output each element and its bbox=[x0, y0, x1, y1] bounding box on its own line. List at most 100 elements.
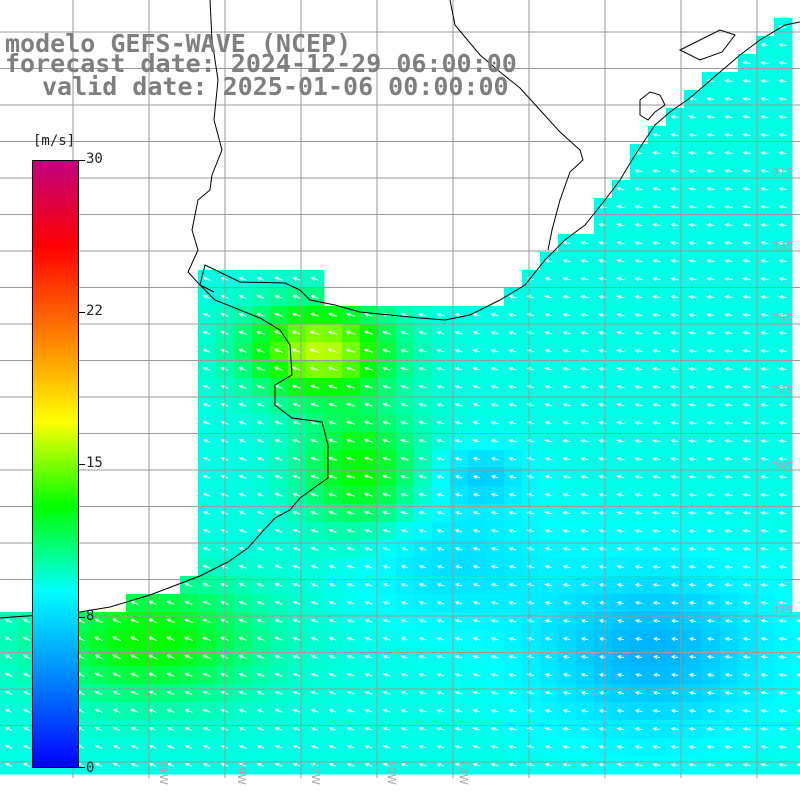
wind-arrow bbox=[346, 492, 356, 497]
wind-arrow bbox=[670, 564, 679, 569]
wind-arrow bbox=[508, 294, 517, 299]
wind-arrow bbox=[544, 348, 553, 353]
wind-arrow bbox=[130, 726, 139, 731]
wind-arrow bbox=[418, 420, 427, 425]
wind-arrow bbox=[670, 420, 679, 425]
wind-arrow bbox=[670, 258, 679, 263]
wind-arrow bbox=[616, 258, 625, 263]
wind-arrow bbox=[292, 672, 301, 677]
wind-arrow bbox=[706, 636, 715, 641]
wind-arrow bbox=[742, 150, 751, 155]
wind-arrow bbox=[490, 384, 499, 389]
wind-arrow bbox=[580, 456, 589, 461]
wind-arrow bbox=[382, 654, 391, 659]
wind-arrow bbox=[400, 636, 409, 641]
wind-arrow bbox=[616, 402, 625, 407]
wind-arrow bbox=[22, 654, 31, 660]
wind-arrow bbox=[364, 654, 373, 659]
wind-arrow bbox=[130, 654, 139, 660]
wind-arrow bbox=[634, 492, 643, 497]
wind-arrow bbox=[616, 330, 625, 335]
wind-arrow bbox=[472, 456, 481, 461]
wind-arrow bbox=[671, 672, 679, 678]
wind-arrow bbox=[742, 222, 751, 227]
wind-arrow bbox=[238, 474, 247, 479]
wind-arrow bbox=[436, 654, 445, 659]
wind-arrow bbox=[508, 546, 517, 551]
wind-arrow bbox=[760, 672, 769, 677]
wind-arrow bbox=[688, 690, 697, 695]
wind-arrow bbox=[778, 258, 787, 263]
wind-arrow bbox=[454, 546, 463, 551]
wind-arrow bbox=[346, 582, 355, 587]
wind-arrow bbox=[202, 762, 211, 767]
wind-arrow bbox=[166, 654, 175, 660]
wind-arrow bbox=[94, 690, 103, 696]
wind-arrow bbox=[364, 600, 373, 605]
wind-arrow bbox=[760, 582, 769, 587]
wind-arrow bbox=[454, 366, 463, 371]
wind-arrow bbox=[436, 546, 445, 551]
wind-arrow bbox=[706, 330, 715, 335]
wind-arrow bbox=[310, 744, 319, 749]
wind-arrow bbox=[544, 618, 553, 623]
wind-arrow bbox=[616, 600, 625, 605]
colorbar-tick-8: 8 bbox=[86, 608, 95, 624]
wind-arrow bbox=[238, 762, 247, 767]
wind-arrow bbox=[706, 240, 715, 245]
wind-arrow bbox=[328, 672, 337, 677]
wind-arrow bbox=[760, 60, 769, 65]
wind-arrow bbox=[472, 438, 481, 443]
forecast-date: forecast date: 2024-12-29 06:00:00 bbox=[5, 49, 517, 78]
wind-arrow bbox=[328, 618, 337, 623]
wind-arrow bbox=[724, 384, 733, 389]
wind-arrow bbox=[310, 474, 319, 479]
wind-arrow bbox=[508, 762, 517, 767]
wind-arrow bbox=[345, 330, 356, 335]
wind-arrow bbox=[778, 96, 787, 101]
wind-arrow bbox=[418, 708, 427, 713]
wind-arrow bbox=[670, 546, 679, 551]
wind-arrow bbox=[778, 690, 787, 695]
wind-arrow bbox=[616, 222, 625, 227]
wind-arrow bbox=[580, 744, 589, 749]
wind-arrow bbox=[580, 420, 589, 425]
wind-arrow bbox=[634, 330, 643, 335]
wind-arrow bbox=[238, 564, 247, 569]
wind-arrow bbox=[508, 582, 517, 587]
wind-arrow bbox=[382, 348, 391, 353]
wind-arrow bbox=[724, 510, 733, 515]
wind-arrow bbox=[202, 348, 211, 353]
wind-arrow bbox=[364, 492, 374, 497]
wind-arrow bbox=[418, 690, 427, 695]
wind-arrow bbox=[292, 708, 301, 713]
wind-arrow bbox=[634, 546, 643, 551]
wind-arrow bbox=[706, 654, 715, 659]
wind-arrow bbox=[382, 708, 391, 713]
wind-arrow bbox=[652, 258, 661, 263]
wind-arrow bbox=[724, 78, 733, 83]
wind-arrow bbox=[760, 186, 769, 191]
wind-arrow bbox=[706, 186, 715, 191]
wind-arrow bbox=[490, 636, 499, 641]
wind-arrow bbox=[760, 636, 769, 641]
colorbar-tick-mark bbox=[79, 312, 85, 313]
wind-arrow bbox=[274, 546, 283, 551]
wind-arrow bbox=[327, 348, 338, 353]
wind-arrow bbox=[778, 276, 787, 281]
wind-arrow bbox=[652, 384, 661, 389]
wind-arrow bbox=[688, 348, 697, 353]
wind-arrow bbox=[382, 456, 392, 461]
wind-arrow bbox=[130, 672, 139, 678]
wind-arrow bbox=[5, 762, 13, 768]
wind-arrow bbox=[760, 96, 769, 101]
wind-arrow bbox=[724, 438, 733, 443]
wind-arrow bbox=[400, 564, 409, 569]
wind-arrow bbox=[742, 546, 751, 551]
wind-arrow bbox=[742, 402, 751, 407]
wind-arrow bbox=[454, 636, 463, 641]
wind-arrow bbox=[490, 402, 499, 407]
model-title: modelo GEFS-WAVE (NCEP) bbox=[5, 29, 352, 58]
wind-arrow bbox=[742, 564, 751, 569]
wind-arrow bbox=[490, 330, 499, 335]
